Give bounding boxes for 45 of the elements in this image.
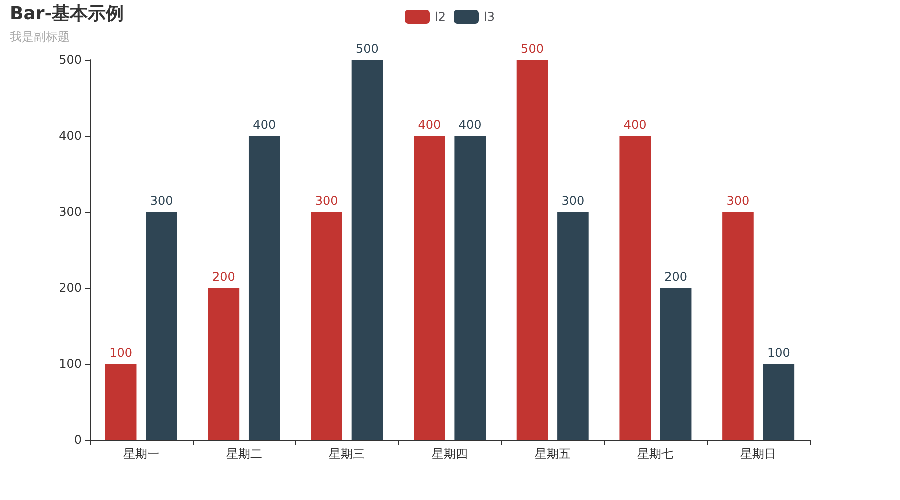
data-label: 400 <box>624 118 647 132</box>
data-label: 300 <box>315 194 338 208</box>
x-tick-label: 星期五 <box>534 447 571 461</box>
bar <box>311 212 342 440</box>
legend-label: l3 <box>484 10 495 24</box>
chart-subtitle: 我是副标题 <box>10 30 70 44</box>
x-tick-label: 星期四 <box>432 447 468 461</box>
data-label: 100 <box>767 346 790 360</box>
bar <box>352 60 384 440</box>
x-tick-label: 星期一 <box>123 447 160 461</box>
bar <box>620 136 652 440</box>
data-label: 300 <box>726 194 750 208</box>
x-tick-label: 星期七 <box>638 447 674 461</box>
bar <box>763 364 795 440</box>
bar <box>558 212 589 440</box>
data-label: 300 <box>562 194 585 208</box>
chart-title: Bar-基本示例 <box>10 4 124 24</box>
data-label: 200 <box>664 270 688 284</box>
data-label: 400 <box>253 118 276 132</box>
bar <box>208 288 240 440</box>
data-label: 400 <box>418 118 442 132</box>
bar <box>414 136 446 440</box>
bar <box>722 212 754 440</box>
data-label: 500 <box>356 42 379 56</box>
legend-label: l2 <box>435 10 446 24</box>
y-tick-label: 300 <box>59 205 82 219</box>
data-label: 400 <box>458 118 482 132</box>
y-tick-label: 400 <box>59 129 82 143</box>
y-tick-label: 100 <box>59 357 82 371</box>
data-label: 100 <box>110 346 133 360</box>
y-tick-label: 200 <box>59 281 82 295</box>
data-label: 300 <box>150 194 174 208</box>
x-tick-label: 星期日 <box>740 447 777 461</box>
bar <box>105 364 137 440</box>
data-label: 200 <box>212 270 236 284</box>
x-tick-label: 星期二 <box>226 447 262 461</box>
bar <box>660 288 692 440</box>
y-tick-label: 0 <box>74 433 82 447</box>
y-tick-label: 500 <box>59 53 82 67</box>
bar <box>454 136 486 440</box>
x-tick-label: 星期三 <box>329 447 366 461</box>
bar <box>146 212 178 440</box>
bar <box>516 60 548 440</box>
bar <box>248 136 280 440</box>
data-label: 500 <box>521 42 544 56</box>
